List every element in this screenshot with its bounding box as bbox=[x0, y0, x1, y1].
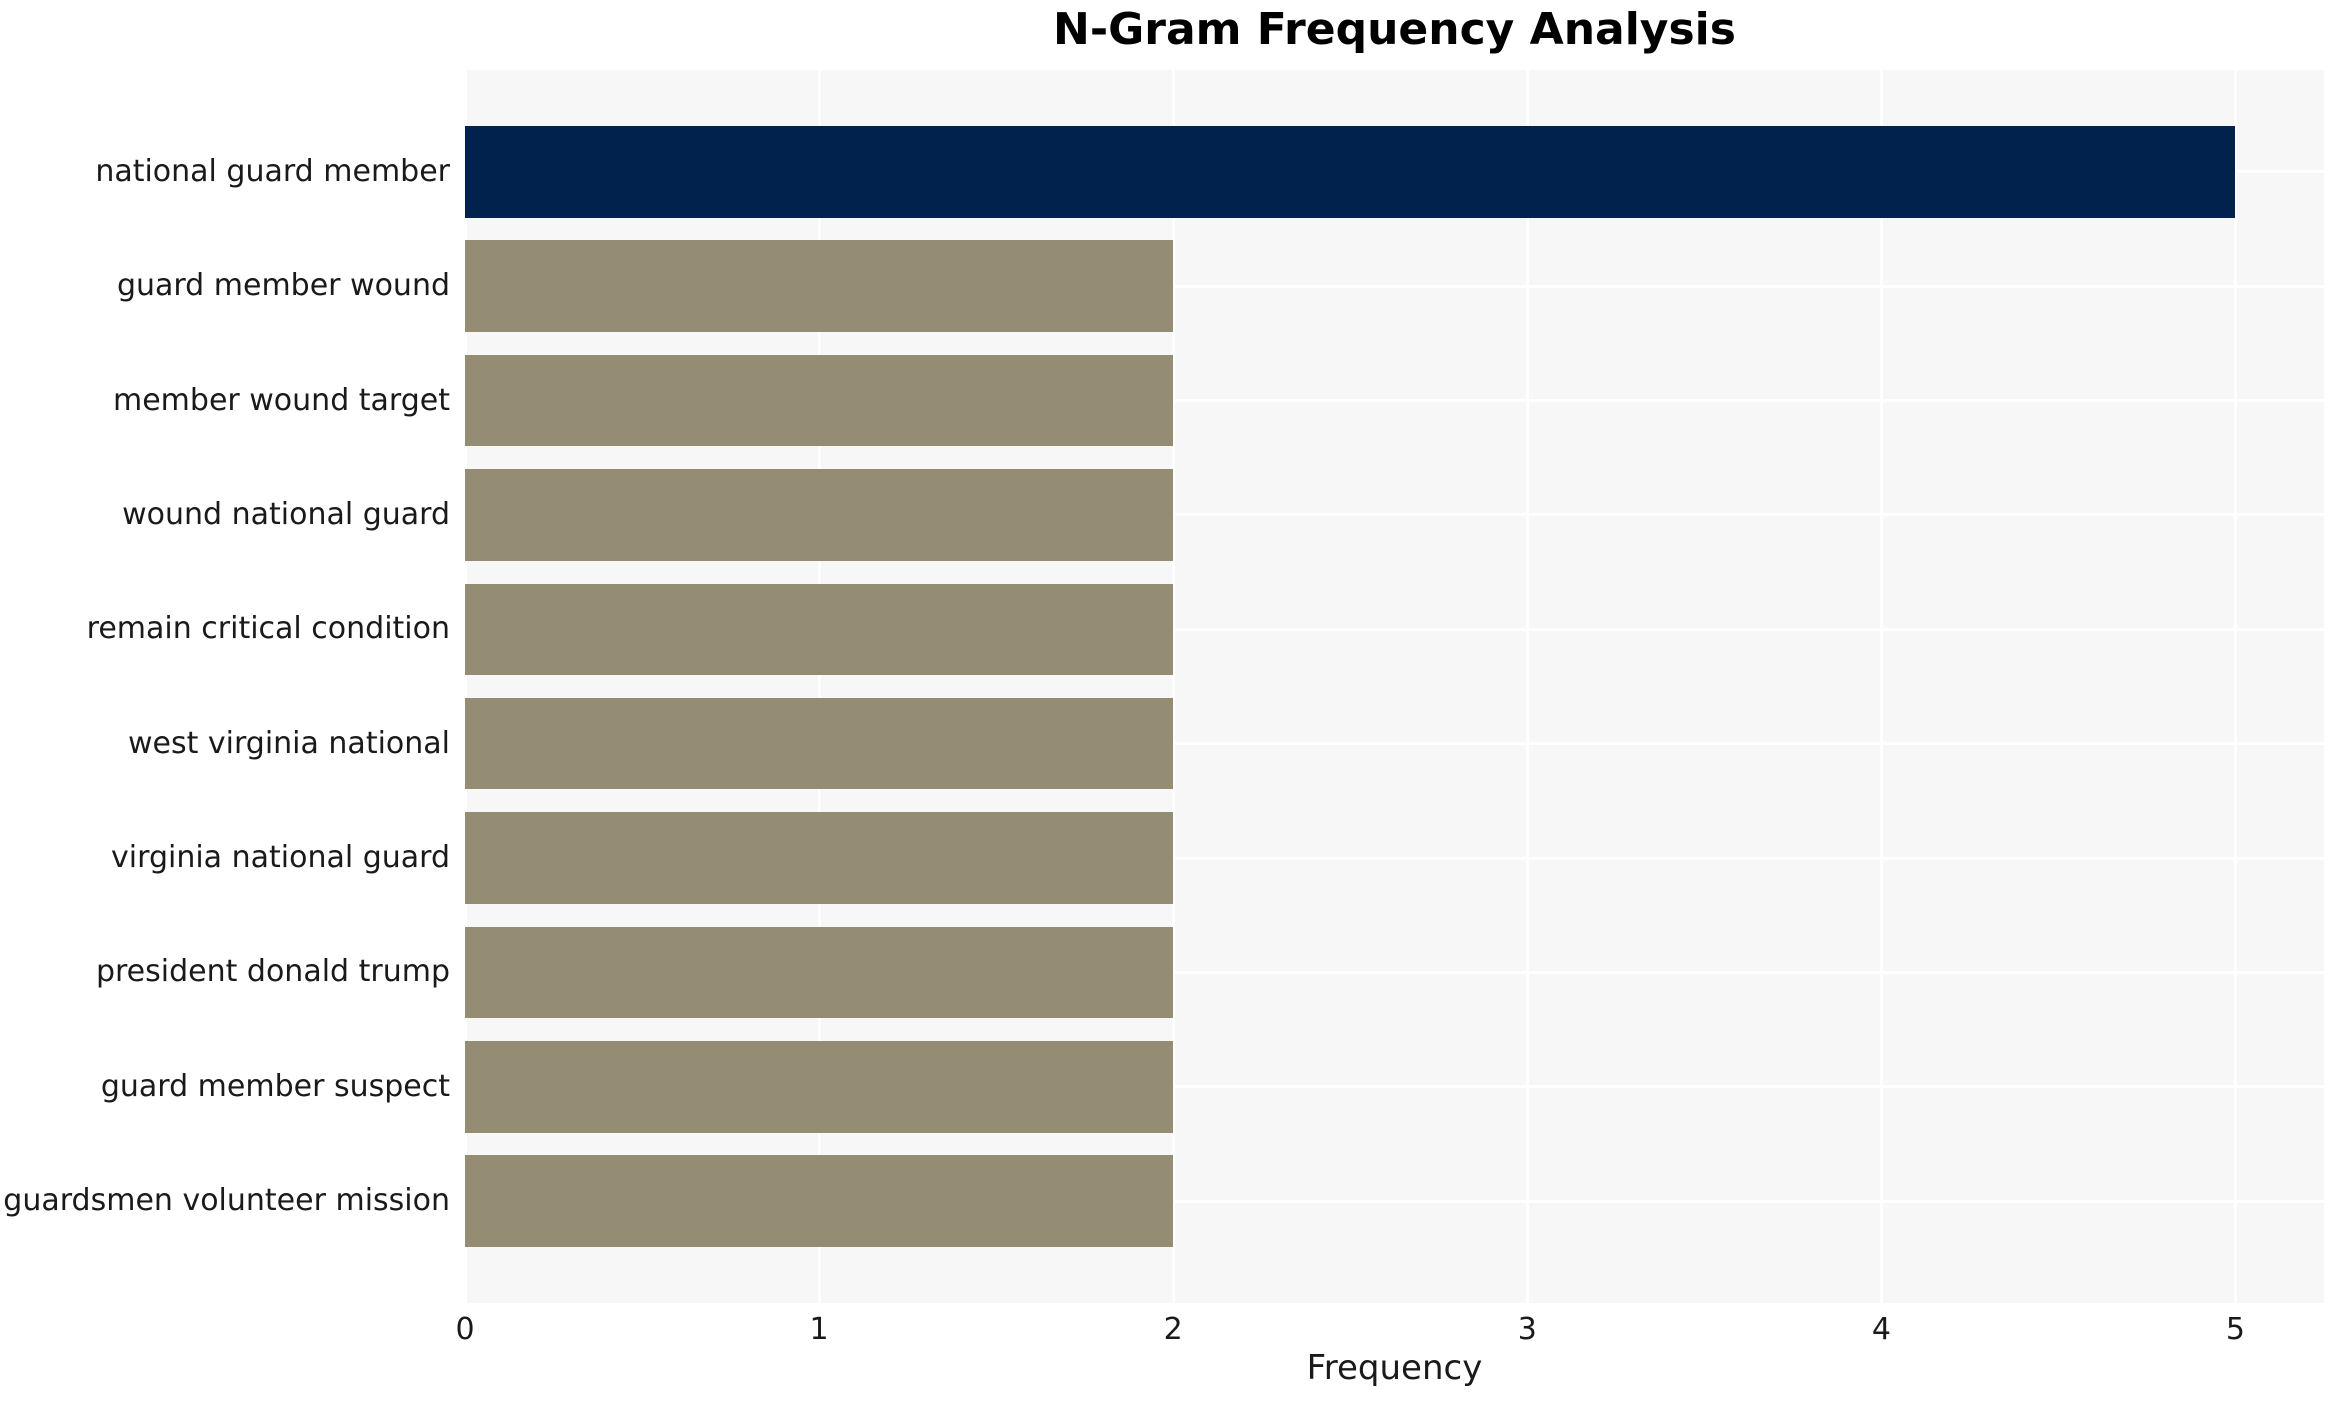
category-label: president donald trump bbox=[95, 954, 450, 990]
bar bbox=[465, 926, 1174, 1019]
bar bbox=[465, 126, 2236, 218]
grid-line-vertical bbox=[464, 70, 467, 1303]
x-axis-label: Frequency bbox=[1306, 1348, 1483, 1388]
grid-line-horizontal bbox=[465, 742, 2324, 746]
bar bbox=[465, 1041, 1174, 1133]
bar bbox=[465, 583, 1174, 676]
grid-line-horizontal bbox=[465, 627, 2324, 631]
grid-line-horizontal bbox=[465, 970, 2324, 974]
chart-title: N-Gram Frequency Analysis bbox=[1053, 4, 1736, 55]
grid-line-vertical bbox=[1526, 70, 1530, 1303]
grid-line-vertical bbox=[818, 70, 822, 1303]
category-label: west virginia national bbox=[127, 725, 450, 761]
grid-line-vertical bbox=[1172, 70, 1176, 1303]
grid-line-horizontal bbox=[465, 284, 2324, 288]
plot-area bbox=[464, 70, 2324, 1303]
category-label: virginia national guard bbox=[111, 840, 450, 876]
grid-line-vertical bbox=[2234, 70, 2238, 1303]
bar bbox=[465, 240, 1174, 332]
grid-line-horizontal bbox=[465, 399, 2324, 403]
bar bbox=[465, 812, 1174, 904]
category-label: wound national guard bbox=[122, 496, 450, 532]
category-label: remain critical condition bbox=[86, 611, 450, 647]
category-label: member wound target bbox=[113, 382, 450, 418]
bar bbox=[465, 469, 1174, 561]
grid-line-horizontal bbox=[465, 856, 2324, 860]
x-tick-label: 5 bbox=[2225, 1312, 2246, 1347]
category-label: national guard member bbox=[95, 153, 450, 189]
x-tick-label: 3 bbox=[1517, 1312, 1537, 1347]
x-tick-label: 0 bbox=[455, 1312, 475, 1347]
grid-line-horizontal bbox=[465, 1085, 2324, 1089]
x-tick-label: 2 bbox=[1163, 1312, 1183, 1347]
x-axis-ticks: 0 1 2 3 4 5 bbox=[455, 1308, 2324, 1352]
category-label: guardsmen volunteer mission bbox=[3, 1183, 450, 1219]
grid-line-horizontal bbox=[465, 513, 2324, 517]
bar bbox=[465, 1155, 1174, 1247]
bar bbox=[465, 354, 1174, 447]
grid-line-horizontal bbox=[465, 1199, 2324, 1203]
category-label: guard member wound bbox=[116, 268, 450, 304]
x-tick-label: 1 bbox=[809, 1312, 829, 1347]
y-axis-labels: national guard member guard member wound m… bbox=[0, 70, 450, 1303]
bar bbox=[465, 697, 1174, 790]
grid-line-vertical bbox=[1880, 70, 1884, 1303]
category-label: guard member suspect bbox=[100, 1068, 450, 1104]
x-tick-label: 4 bbox=[1871, 1312, 1891, 1347]
